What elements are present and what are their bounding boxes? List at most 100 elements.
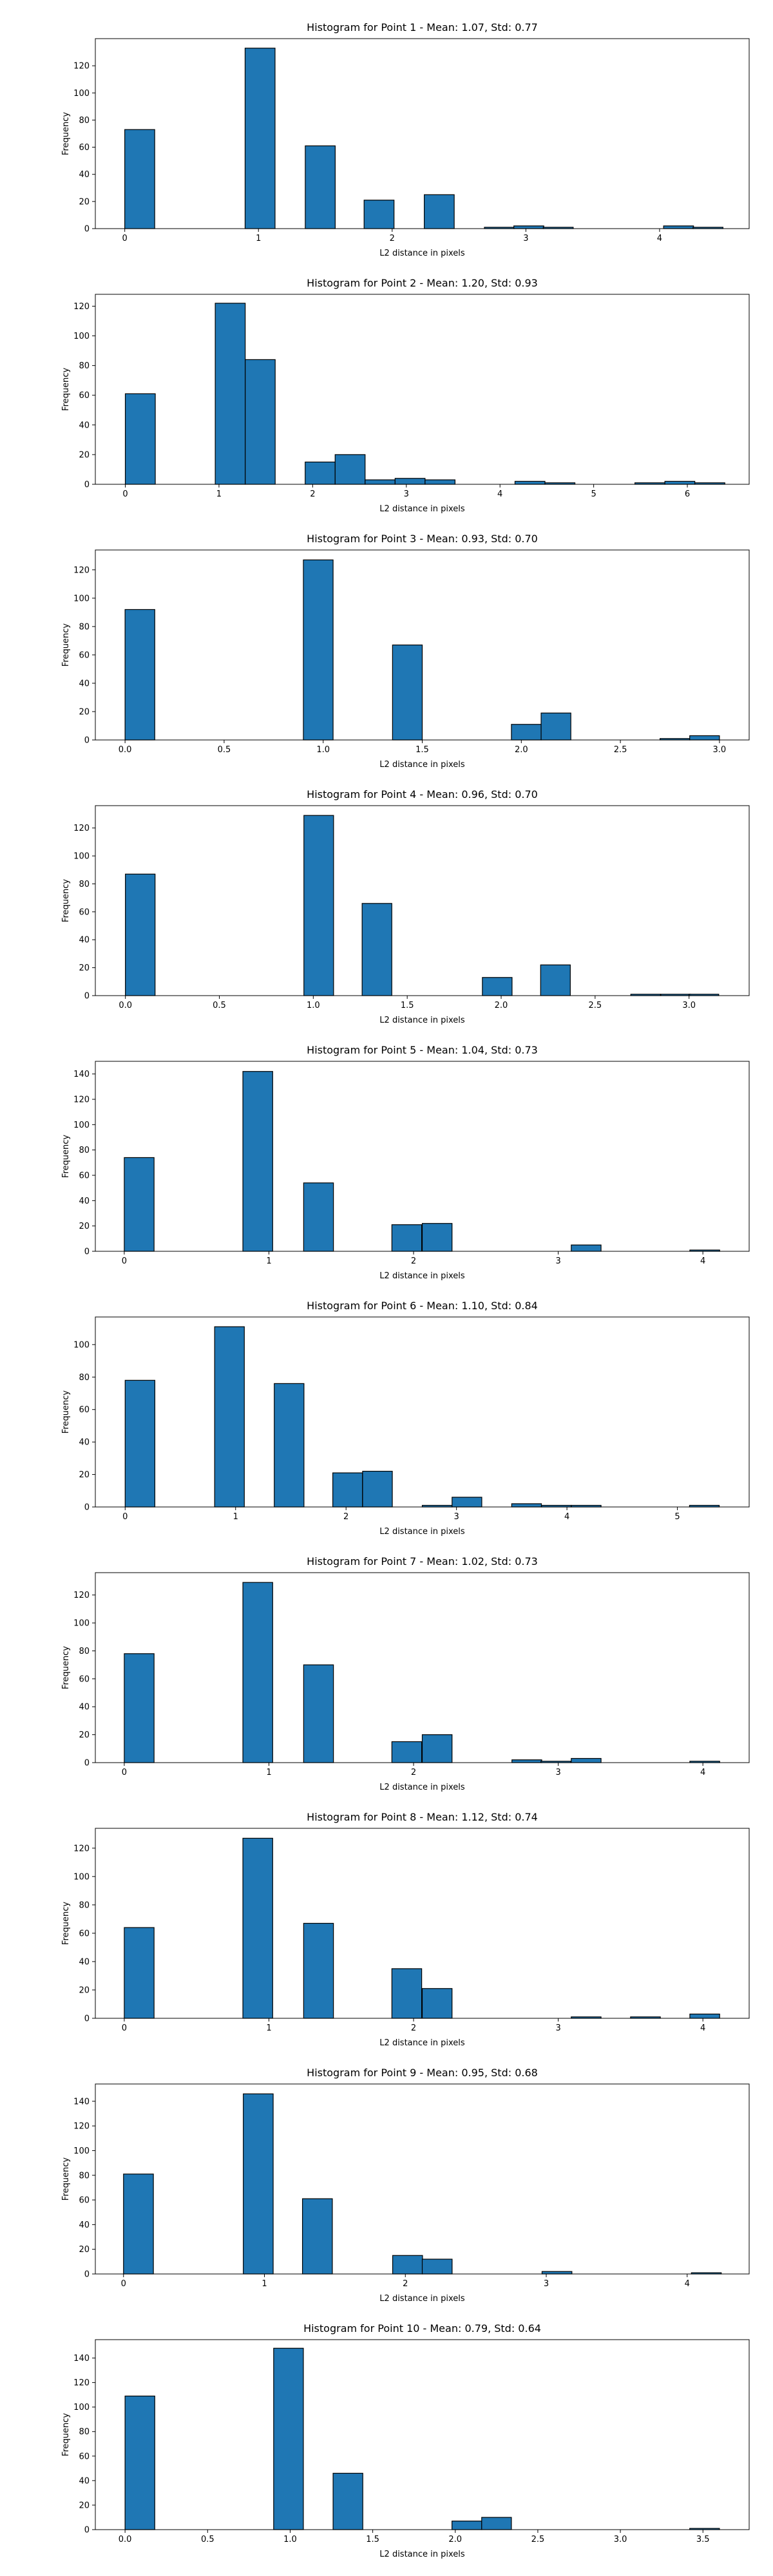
y-tick-label: 100: [73, 1121, 90, 1130]
x-tick-label: 2.0: [448, 2535, 462, 2544]
y-tick-label: 80: [79, 361, 90, 371]
y-tick-label: 20: [79, 963, 90, 973]
x-tick-label: 0.0: [119, 745, 132, 755]
x-tick-label: 1.5: [366, 2535, 379, 2544]
y-tick-label: 60: [79, 1929, 90, 1938]
histogram-panel-10: Histogram for Point 10 - Mean: 0.79, Std…: [61, 2322, 750, 2559]
y-axis-label: Frequency: [61, 2157, 71, 2201]
histogram-bar: [363, 200, 395, 229]
histogram-bar: [124, 129, 155, 229]
y-tick-label: 100: [73, 89, 90, 99]
histogram-bar: [541, 2271, 573, 2275]
histogram-bar: [303, 815, 334, 996]
x-tick-label: 1.5: [415, 745, 429, 755]
plot-frame: [95, 1061, 750, 1252]
y-tick-label: 60: [79, 1674, 90, 1684]
y-tick-label: 60: [79, 2452, 90, 2461]
chart-title: Histogram for Point 5 - Mean: 1.04, Std:…: [307, 1044, 538, 1056]
histogram-bar: [332, 2472, 363, 2530]
plot-frame: [95, 1828, 750, 2019]
histogram-bar: [303, 1664, 334, 1763]
y-tick-label: 20: [79, 1730, 90, 1740]
plot-frame: [95, 1316, 750, 1508]
chart-title: Histogram for Point 9 - Mean: 0.95, Std:…: [307, 2067, 538, 2079]
x-tick-label: 1: [266, 1768, 271, 1777]
histogram-bar: [303, 1922, 334, 2019]
x-tick-label: 0: [122, 1256, 127, 1266]
y-tick-label: 40: [79, 1197, 90, 1206]
histogram-bar: [391, 1224, 423, 1252]
y-tick-label: 0: [84, 736, 90, 746]
histogram-bar: [571, 1244, 602, 1252]
histogram-bar: [303, 1182, 334, 1252]
x-tick-label: 3.5: [696, 2535, 710, 2544]
x-tick-label: 3.0: [682, 1001, 696, 1010]
histogram-bar: [301, 2198, 333, 2275]
x-tick-label: 4: [700, 1256, 705, 1266]
histogram-bar: [123, 2174, 154, 2275]
y-tick-label: 0: [84, 2014, 90, 2024]
histogram-bar: [452, 2521, 482, 2530]
histogram-panel-5: Histogram for Point 5 - Mean: 1.04, Std:…: [61, 1044, 750, 1281]
y-axis-label: Frequency: [61, 623, 71, 667]
y-tick-label: 80: [79, 622, 90, 632]
x-axis-label: L2 distance in pixels: [379, 760, 465, 770]
y-tick-label: 0: [84, 1503, 90, 1513]
histogram-panel-4: Histogram for Point 4 - Mean: 0.96, Std:…: [61, 788, 750, 1025]
x-tick-label: 0: [121, 2279, 126, 2289]
histogram-bar: [421, 1734, 453, 1763]
x-tick-label: 3: [544, 2279, 549, 2289]
histogram-bar: [392, 2255, 423, 2275]
y-tick-label: 80: [79, 1900, 90, 1910]
y-tick-label: 40: [79, 936, 90, 945]
histogram-bar: [514, 480, 546, 485]
x-tick-label: 5: [674, 1512, 680, 1522]
histogram-bar: [273, 2347, 304, 2530]
y-tick-label: 0: [84, 2526, 90, 2535]
y-tick-label: 0: [84, 992, 90, 1001]
histogram-bar: [421, 1988, 453, 2019]
y-tick-label: 0: [84, 1247, 90, 1257]
histogram-bar: [365, 479, 396, 485]
histogram-bar: [215, 303, 246, 485]
x-tick-label: 0: [122, 2023, 127, 2033]
chart-title: Histogram for Point 1 - Mean: 1.07, Std:…: [307, 21, 538, 33]
histogram-bar: [124, 1157, 155, 1252]
plot-frame: [95, 294, 750, 485]
chart-title: Histogram for Point 4 - Mean: 0.96, Std:…: [307, 788, 538, 800]
y-tick-label: 120: [73, 2122, 90, 2132]
x-tick-label: 2: [310, 489, 315, 499]
y-tick-label: 80: [79, 1373, 90, 1383]
x-tick-label: 2: [411, 1768, 416, 1777]
histogram-bar: [482, 977, 513, 996]
histogram-panel-9: Histogram for Point 9 - Mean: 0.95, Std:…: [61, 2067, 750, 2304]
histogram-bar: [421, 1223, 453, 1252]
x-tick-label: 0.0: [119, 1001, 132, 1010]
histogram-bar: [332, 1472, 363, 1508]
plot-frame: [95, 38, 750, 229]
histogram-bar: [513, 225, 544, 229]
chart-title: Histogram for Point 7 - Mean: 1.02, Std:…: [307, 1555, 538, 1567]
y-tick-label: 100: [73, 332, 90, 341]
histogram-bar: [214, 1326, 245, 1508]
histogram-bar: [124, 2395, 155, 2530]
y-axis-label: Frequency: [61, 1646, 71, 1689]
histogram-bar: [125, 873, 156, 996]
histogram-panel-3: Histogram for Point 3 - Mean: 0.93, Std:…: [61, 533, 750, 770]
x-axis-label: L2 distance in pixels: [379, 1783, 465, 1792]
y-tick-label: 120: [73, 824, 90, 833]
x-tick-label: 2: [411, 2023, 416, 2033]
x-tick-label: 4: [657, 234, 662, 243]
y-axis-label: Frequency: [61, 1902, 71, 1945]
histogram-bar: [124, 1927, 155, 2019]
histogram-bar: [244, 48, 276, 229]
x-tick-label: 2.5: [614, 745, 627, 755]
histogram-bar: [689, 735, 720, 741]
x-axis-label: L2 distance in pixels: [379, 1271, 465, 1281]
histogram-panel-1: Histogram for Point 1 - Mean: 1.07, Std:…: [61, 21, 750, 258]
histogram-bar: [511, 1759, 542, 1763]
y-tick-label: 40: [79, 1438, 90, 1448]
y-tick-label: 0: [84, 225, 90, 234]
y-tick-label: 100: [73, 2403, 90, 2412]
x-tick-label: 4: [564, 1512, 569, 1522]
